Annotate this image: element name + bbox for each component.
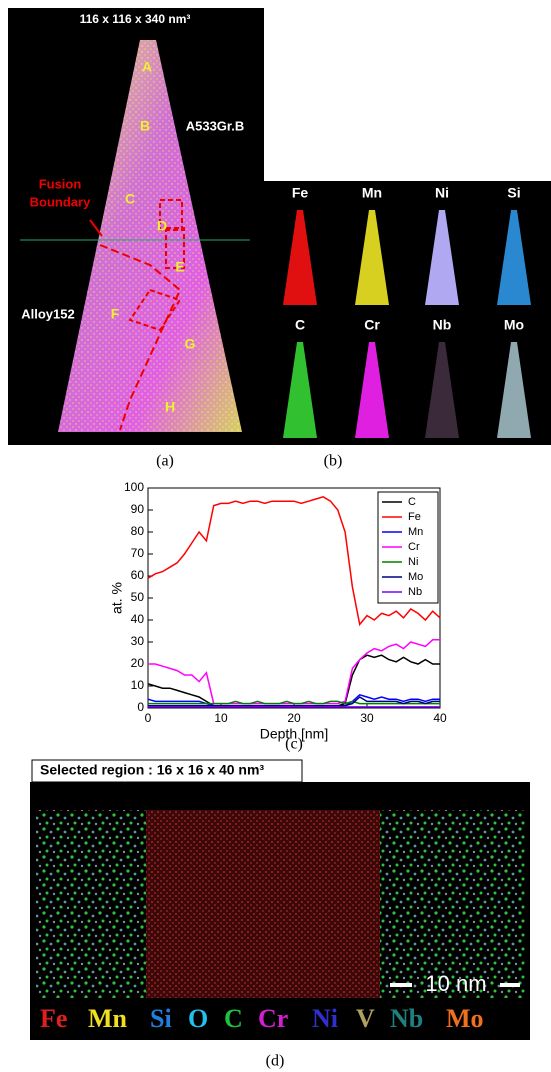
alloy-label: Alloy152 [21, 306, 74, 321]
y-tick-label: 30 [131, 634, 145, 648]
element-label: Cr [364, 317, 380, 333]
element-legend: V [356, 1004, 375, 1033]
element-label: Mn [362, 185, 382, 201]
region-center [146, 810, 380, 998]
element-legend: Si [150, 1004, 172, 1033]
element-map [425, 210, 459, 305]
region-label: C [125, 191, 135, 207]
legend-label: Ni [408, 556, 418, 568]
caption: (a) [156, 453, 174, 470]
y-tick-label: 50 [131, 590, 145, 604]
region-label: A [142, 59, 152, 75]
element-map [497, 210, 531, 305]
y-axis-label: at. % [109, 582, 125, 614]
arrow [89, 219, 103, 237]
x-tick-label: 20 [287, 711, 301, 725]
element-legend: C [224, 1004, 243, 1033]
legend-label: Mo [408, 571, 423, 583]
region-label: D [157, 218, 167, 234]
caption: (b) [324, 453, 343, 470]
element-label: C [295, 317, 305, 333]
region-label: G [185, 336, 196, 352]
y-tick-label: 60 [131, 568, 145, 582]
y-tick-label: 40 [131, 612, 145, 626]
y-tick-label: 90 [131, 502, 145, 516]
element-label: Mo [504, 317, 524, 333]
element-label: Fe [292, 185, 309, 201]
element-label: Si [507, 185, 520, 201]
x-tick-label: 10 [214, 711, 228, 725]
y-tick-label: 0 [137, 700, 144, 714]
element-legend: Ni [312, 1004, 338, 1033]
region-label: F [111, 306, 120, 322]
element-map [425, 342, 459, 438]
boundary-label: Boundary [30, 194, 91, 209]
roi-box [165, 227, 185, 269]
legend-label: Fe [408, 511, 421, 523]
tip-cone-texture [58, 40, 242, 432]
series-line [148, 696, 440, 707]
series-line [148, 700, 440, 705]
x-tick-label: 0 [145, 711, 152, 725]
region-label: H [165, 399, 175, 415]
legend-label: Nb [408, 586, 422, 598]
y-tick-label: 80 [131, 524, 145, 538]
element-map [355, 210, 389, 305]
caption: (c) [285, 736, 303, 753]
y-tick-label: 10 [131, 678, 145, 692]
element-label: Nb [433, 317, 452, 333]
element-legend: Cr [258, 1004, 288, 1033]
element-legend: Mo [446, 1004, 484, 1033]
element-legend: O [188, 1004, 208, 1033]
x-axis-label: Depth [nm] [260, 726, 328, 742]
y-tick-label: 100 [124, 480, 144, 494]
series-line [147, 654, 440, 707]
boundary-label: Fusion [39, 176, 82, 191]
x-tick-label: 40 [433, 711, 447, 725]
region-right [380, 810, 525, 998]
scale-label: 10 nm [425, 971, 486, 996]
region-label: B [140, 118, 150, 134]
element-label: Ni [435, 185, 449, 201]
steel-label: A533Gr.B [186, 118, 245, 133]
element-map [497, 342, 531, 438]
element-legend: Mn [88, 1004, 128, 1033]
legend-label: C [408, 496, 416, 508]
element-map [355, 342, 389, 438]
y-tick-label: 20 [131, 656, 145, 670]
caption: (d) [266, 1053, 285, 1070]
element-legend: Nb [390, 1004, 423, 1033]
panel-a-title: 116 x 116 x 340 nm³ [80, 12, 191, 26]
x-tick-label: 30 [360, 711, 374, 725]
y-tick-label: 70 [131, 546, 145, 560]
legend-label: Cr [408, 541, 420, 553]
roi-box [159, 199, 183, 231]
panel-d-title: Selected region : 16 x 16 x 40 nm³ [40, 762, 264, 778]
element-legend: Fe [40, 1004, 67, 1033]
series-line [147, 495, 441, 627]
roi-box [128, 288, 182, 332]
region-left [36, 810, 146, 998]
legend-label: Mn [408, 526, 423, 538]
region-label: E [175, 259, 184, 275]
element-map [283, 210, 317, 305]
element-map [283, 342, 317, 438]
